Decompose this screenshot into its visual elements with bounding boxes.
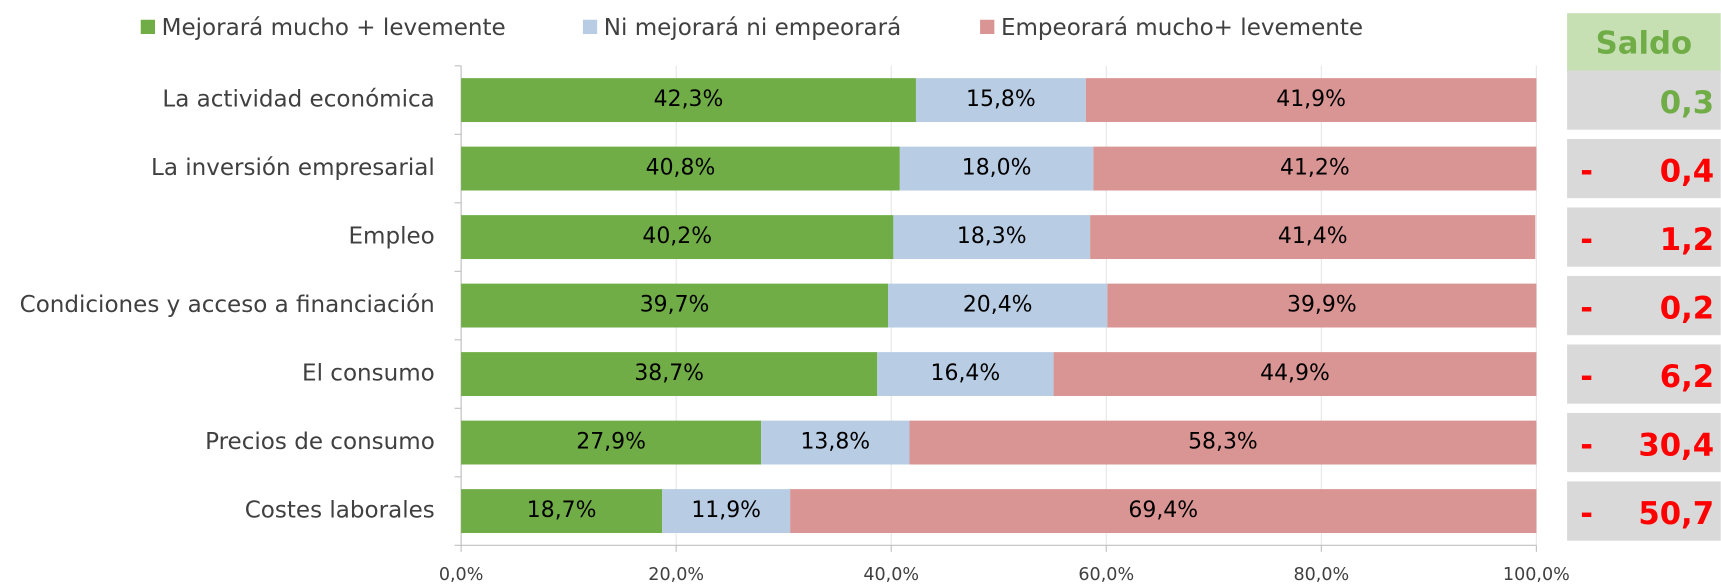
x-tick-label: 100,0% [1503, 565, 1570, 585]
bar-segment [461, 215, 894, 260]
saldo-sign: - [1580, 222, 1593, 258]
bar-segment [887, 283, 1108, 328]
bar-segment [761, 420, 910, 465]
legend-swatch [582, 19, 598, 35]
saldo-header [1567, 13, 1721, 73]
value-label: 69,4% [1128, 498, 1198, 523]
bar-segment [461, 146, 900, 191]
bar-segment [1053, 352, 1537, 397]
bar-segment [893, 215, 1091, 260]
category-label: La actividad económica [162, 87, 434, 113]
value-label: 38,7% [634, 361, 704, 386]
saldo-title: Saldo [1596, 25, 1692, 61]
category-label: El consumo [302, 361, 435, 387]
saldo-sign: - [1580, 153, 1593, 189]
saldo-cell [1567, 275, 1721, 336]
saldo-cell [1567, 138, 1721, 199]
saldo-value: 0,2 [1660, 290, 1714, 326]
value-label: 40,2% [642, 224, 712, 249]
category-label: La inversión empresarial [151, 155, 435, 181]
value-label: 44,9% [1260, 361, 1330, 386]
legend-swatch [980, 19, 995, 35]
saldo-cell [1567, 344, 1721, 404]
legend-swatch [140, 19, 156, 35]
bar-segment [461, 283, 888, 328]
x-tick-label: 0,0% [439, 565, 484, 585]
legend-label: Ni mejorará ni empeorará [604, 15, 902, 41]
saldo-cell [1567, 412, 1721, 473]
value-label: 18,7% [527, 498, 597, 523]
saldo-cell [1567, 207, 1721, 267]
value-label: 40,8% [646, 156, 716, 181]
bar-segment [790, 489, 1537, 534]
category-label: Costes laborales [245, 498, 435, 524]
bar-segment [461, 352, 878, 397]
bar-segment [899, 146, 1094, 191]
bar-segment [662, 489, 791, 534]
saldo-value: 30,4 [1638, 427, 1714, 463]
saldo-value: 50,7 [1638, 496, 1714, 532]
value-label: 18,3% [957, 224, 1027, 249]
bar-segment [915, 78, 1086, 123]
saldo-sign: - [1580, 290, 1593, 326]
saldo-value: 0,3 [1660, 85, 1714, 121]
value-label: 41,9% [1276, 87, 1346, 112]
category-label: Precios de consumo [205, 429, 435, 455]
saldo-value: 0,4 [1660, 153, 1714, 189]
legend-label: Empeorará mucho+ levemente [1001, 15, 1363, 41]
bar-segment [909, 420, 1537, 465]
bar-segment [461, 489, 663, 534]
value-label: 15,8% [966, 87, 1036, 112]
x-tick-label: 20,0% [648, 565, 704, 585]
value-label: 20,4% [963, 293, 1033, 318]
bar-segment [1093, 146, 1537, 191]
value-label: 42,3% [654, 87, 724, 112]
x-tick-label: 60,0% [1078, 565, 1134, 585]
category-label: Empleo [349, 224, 435, 250]
value-label: 41,2% [1280, 156, 1350, 181]
value-label: 13,8% [800, 430, 870, 455]
value-label: 41,4% [1278, 224, 1348, 249]
legend-label: Mejorará mucho + levemente [162, 15, 506, 41]
x-tick-label: 80,0% [1293, 565, 1349, 585]
bar-segment [461, 420, 762, 465]
value-label: 58,3% [1188, 430, 1258, 455]
bar-segment [461, 78, 916, 123]
value-label: 39,9% [1287, 293, 1357, 318]
saldo-cell [1567, 481, 1721, 541]
saldo-value: 1,2 [1660, 222, 1714, 258]
value-label: 11,9% [691, 498, 761, 523]
value-label: 16,4% [931, 361, 1001, 386]
saldo-value: 6,2 [1660, 359, 1714, 395]
bar-segment [1085, 78, 1537, 123]
saldo-sign: - [1580, 427, 1593, 463]
saldo-sign: - [1580, 359, 1593, 395]
bar-segment [877, 352, 1054, 397]
value-label: 18,0% [962, 156, 1032, 181]
bar-segment [1107, 283, 1537, 328]
saldo-cell [1567, 70, 1721, 130]
saldo-sign: - [1580, 496, 1593, 532]
value-label: 27,9% [576, 430, 646, 455]
x-tick-label: 40,0% [863, 565, 919, 585]
category-label: Condiciones y acceso a financiación [20, 292, 435, 318]
value-label: 39,7% [640, 293, 710, 318]
bar-segment [1090, 215, 1536, 260]
